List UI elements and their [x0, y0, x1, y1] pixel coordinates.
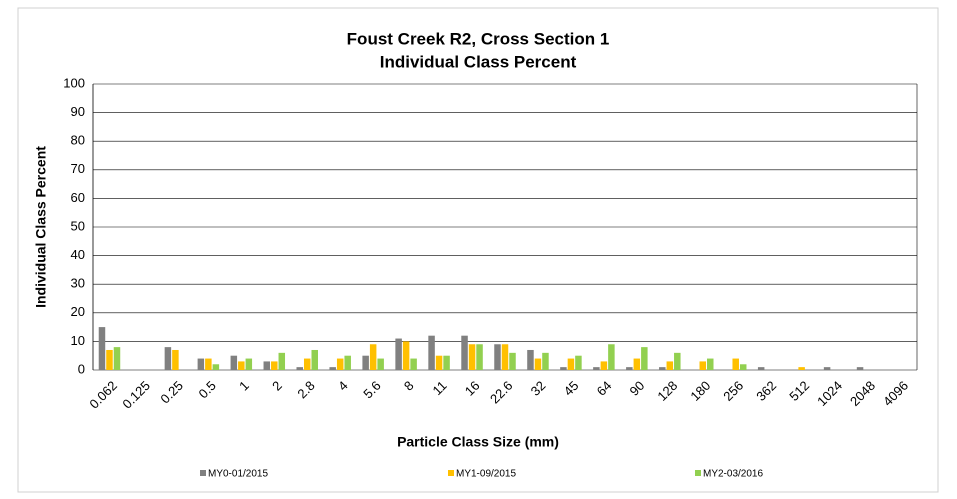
bar	[344, 355, 351, 370]
chart-subtitle: Individual Class Percent	[380, 52, 577, 71]
legend-label: MY2-03/2016	[703, 469, 763, 480]
bar	[575, 355, 582, 370]
bar	[707, 358, 714, 370]
bar	[757, 367, 765, 370]
bar	[527, 349, 534, 370]
bar	[377, 358, 384, 370]
bar	[329, 367, 336, 370]
y-tick-label: 80	[71, 133, 85, 148]
bar	[263, 361, 271, 370]
bar	[410, 358, 417, 370]
y-tick-label: 10	[71, 333, 85, 348]
bar	[428, 335, 435, 370]
bar	[534, 358, 542, 370]
bar	[542, 352, 549, 370]
bar	[245, 358, 253, 370]
legend-swatch	[695, 470, 701, 476]
y-tick-label: 60	[71, 190, 85, 205]
bar	[699, 361, 707, 370]
bar	[197, 358, 205, 370]
bar	[303, 358, 311, 370]
bar	[600, 361, 608, 370]
chart-title: Foust Creek R2, Cross Section 1	[347, 29, 610, 48]
bar	[823, 367, 831, 370]
bar	[106, 349, 113, 370]
bar	[369, 344, 377, 370]
bar	[567, 358, 575, 370]
bar	[113, 347, 121, 370]
y-tick-label: 100	[63, 75, 85, 90]
y-tick-label: 50	[71, 218, 85, 233]
bar	[98, 327, 106, 370]
bar	[626, 367, 633, 370]
bar	[509, 352, 516, 370]
bar	[238, 361, 245, 370]
bar	[641, 347, 648, 370]
x-axis-title: Particle Class Size (mm)	[397, 434, 559, 450]
bar	[739, 364, 747, 370]
bar	[271, 361, 278, 370]
y-tick-label: 30	[71, 276, 85, 291]
bar	[402, 341, 410, 370]
bar	[560, 367, 567, 370]
bar	[435, 355, 443, 370]
chart-frame	[17, 7, 939, 493]
bar	[659, 367, 666, 370]
bar	[633, 358, 641, 370]
bar	[608, 344, 615, 370]
bar	[362, 355, 369, 370]
bar	[336, 358, 344, 370]
bar	[395, 338, 402, 370]
bar	[311, 349, 318, 370]
bar	[205, 358, 212, 370]
y-tick-label: 70	[71, 161, 85, 176]
legend-swatch	[448, 470, 454, 476]
bar	[230, 355, 238, 370]
bar	[164, 347, 172, 370]
bar	[296, 367, 303, 370]
y-tick-label: 40	[71, 247, 85, 262]
bar	[798, 367, 805, 370]
bar	[172, 349, 179, 370]
bar	[212, 364, 220, 370]
y-tick-label: 20	[71, 304, 85, 319]
bar	[674, 352, 681, 370]
bar	[501, 344, 509, 370]
bar	[856, 367, 864, 370]
bar	[461, 335, 468, 370]
y-tick-label: 90	[71, 104, 85, 119]
legend-label: MY1-09/2015	[456, 469, 516, 480]
legend-swatch	[200, 470, 206, 476]
legend-label: MY0-01/2015	[208, 469, 268, 480]
bar	[443, 355, 450, 370]
bar	[494, 344, 501, 370]
bar	[476, 344, 483, 370]
y-tick-label: 0	[78, 361, 85, 376]
bar	[593, 367, 600, 370]
bar	[732, 358, 739, 370]
y-axis-title: Individual Class Percent	[33, 146, 49, 308]
bar	[278, 352, 286, 370]
bar	[666, 361, 674, 370]
bar	[468, 344, 476, 370]
